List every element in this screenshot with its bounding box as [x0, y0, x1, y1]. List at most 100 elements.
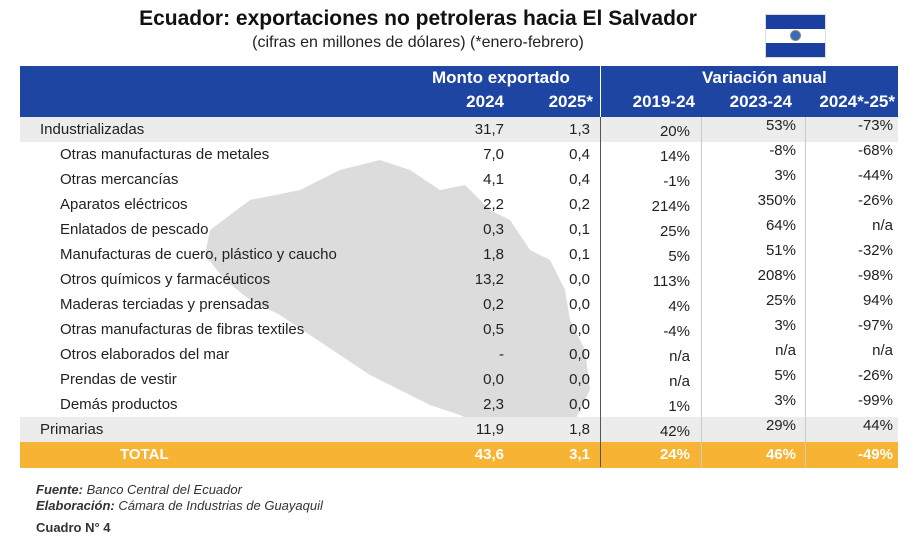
- row-2024: 0,5: [483, 321, 504, 338]
- row-2024-25: -68%: [857, 142, 893, 159]
- row-label: Primarias: [40, 421, 104, 438]
- row-label: Otras manufacturas de fibras textiles: [60, 321, 305, 338]
- row-2025: 0,0: [569, 371, 590, 388]
- row-2025: 0,4: [569, 146, 590, 163]
- table-row: Otros químicos y farmacéuticos 13,2 0,0 113…: [20, 267, 898, 292]
- row-2025: 0,0: [569, 396, 590, 413]
- row-2023-24: 350%: [757, 192, 796, 209]
- column-divider: [701, 117, 702, 467]
- table-header: Monto exportado Variación anual 2024 202…: [20, 66, 898, 117]
- row-2023-24: 64%: [765, 217, 796, 234]
- row-2023-24: 5%: [774, 367, 796, 384]
- exports-table: Monto exportado Variación anual 2024 202…: [20, 66, 898, 468]
- row-2024-25: 94%: [862, 292, 893, 309]
- row-2019-24: 4%: [668, 298, 690, 315]
- fuente-text: Banco Central del Ecuador: [82, 482, 242, 497]
- header-col-2023-24: 2023-24: [729, 92, 792, 111]
- elaboracion-text: Cámara de Industrias de Guayaquil: [114, 498, 323, 513]
- row-2024-25: -73%: [857, 117, 893, 134]
- row-2025: 0,4: [569, 171, 590, 188]
- row-2023-24: 29%: [765, 417, 796, 434]
- row-2024: 31,7: [474, 121, 504, 138]
- row-2019-24: n/a: [669, 348, 690, 365]
- table-row: Industrializadas 31,7 1,3 20% 53% -73%: [20, 117, 898, 142]
- row-2019-24: 42%: [659, 423, 690, 440]
- row-2019-24: 113%: [652, 273, 690, 290]
- title-block: Ecuador: exportaciones no petroleras hac…: [0, 6, 916, 54]
- row-2024: 0,0: [483, 371, 504, 388]
- row-2019-24: -4%: [663, 323, 690, 340]
- row-2024: 2,2: [483, 196, 504, 213]
- header-col-2024: 2024: [466, 92, 504, 111]
- source-notes: Fuente: Banco Central del Ecuador Elabor…: [36, 482, 323, 514]
- row-2023-24: 208%: [757, 267, 796, 284]
- row-2025: 1,8: [569, 421, 590, 438]
- el-salvador-map-watermark: [205, 160, 590, 440]
- row-2024-25: -97%: [857, 317, 893, 334]
- row-2024: 0,3: [483, 221, 504, 238]
- row-2019-24: 5%: [668, 248, 690, 265]
- el-salvador-flag-icon: [765, 14, 826, 58]
- row-2024-25: -98%: [857, 267, 893, 284]
- row-label: Otros químicos y farmacéuticos: [60, 271, 271, 288]
- table-row: Prendas de vestir 0,0 0,0 n/a 5% -26%: [20, 367, 898, 392]
- row-2024: 2,3: [483, 396, 504, 413]
- row-label: Demás productos: [60, 396, 178, 413]
- fuente-label: Fuente:: [36, 482, 83, 497]
- elaboracion-label: Elaboración:: [36, 498, 115, 513]
- row-2025: 1,3: [569, 121, 590, 138]
- table-row: Manufacturas de cuero, plástico y caucho…: [20, 242, 898, 267]
- header-monto-exportado: Monto exportado: [432, 68, 570, 87]
- total-label: TOTAL: [120, 446, 169, 463]
- row-2019-24: 14%: [659, 148, 690, 165]
- table-row: Enlatados de pescado 0,3 0,1 25% 64% n/a: [20, 217, 898, 242]
- total-row: TOTAL 43,6 3,1 24% 46% -49%: [20, 442, 898, 468]
- row-2024-25: -26%: [857, 192, 893, 209]
- row-2025: 0,1: [569, 221, 590, 238]
- total-2025: 3,1: [569, 446, 590, 463]
- row-2023-24: 3%: [774, 392, 796, 409]
- row-label: Otras manufacturas de metales: [60, 146, 270, 163]
- table-row: Otras mercancías 4,1 0,4 -1% 3% -44%: [20, 167, 898, 192]
- table-row: Primarias 11,9 1,8 42% 29% 44%: [20, 417, 898, 442]
- row-2019-24: n/a: [669, 373, 690, 390]
- row-2025: 0,0: [569, 296, 590, 313]
- row-label: Enlatados de pescado: [60, 221, 209, 238]
- row-2025: 0,2: [569, 196, 590, 213]
- row-2024: 11,9: [475, 421, 504, 438]
- table-body: Industrializadas 31,7 1,3 20% 53% -73% Otras m…: [20, 117, 898, 442]
- row-label: Maderas terciadas y prensadas: [60, 296, 270, 313]
- total-2024-25: -49%: [857, 446, 893, 463]
- row-2024: 1,8: [483, 246, 504, 263]
- row-label: Prendas de vestir: [60, 371, 177, 388]
- row-2023-24: 25%: [765, 292, 796, 309]
- row-label: Aparatos eléctricos: [60, 196, 188, 213]
- row-2023-24: 3%: [774, 317, 796, 334]
- page-title: Ecuador: exportaciones no petroleras hac…: [139, 7, 697, 30]
- column-divider: [805, 117, 806, 467]
- row-2023-24: -8%: [769, 142, 796, 159]
- header-variacion-anual: Variación anual: [702, 68, 827, 87]
- row-2023-24: n/a: [775, 342, 796, 359]
- row-2024-25: n/a: [872, 217, 893, 234]
- table-row: Aparatos eléctricos 2,2 0,2 214% 350% -26%: [20, 192, 898, 217]
- row-2019-24: 20%: [659, 123, 690, 140]
- row-2019-24: 1%: [668, 398, 690, 415]
- row-2023-24: 51%: [765, 242, 796, 259]
- row-2024-25: -44%: [857, 167, 893, 184]
- row-2024-25: 44%: [862, 417, 893, 434]
- header-col-2025: 2025*: [548, 92, 593, 111]
- total-2024: 43,6: [474, 446, 504, 463]
- table-row: Otras manufacturas de metales 7,0 0,4 14% -8…: [20, 142, 898, 167]
- row-label: Otros elaborados del mar: [60, 346, 230, 363]
- row-2024-25: -99%: [857, 392, 893, 409]
- total-2023-24: 46%: [765, 446, 796, 463]
- row-label: Manufacturas de cuero, plástico y caucho: [60, 246, 337, 263]
- table-row: Demás productos 2,3 0,0 1% 3% -99%: [20, 392, 898, 417]
- row-2019-24: -1%: [663, 173, 690, 190]
- header-col-2024-25: 2024*-25*: [819, 92, 895, 111]
- row-2025: 0,0: [569, 271, 590, 288]
- row-2024: -: [499, 346, 504, 363]
- total-2019-24: 24%: [659, 446, 690, 463]
- table-row: Otros elaborados del mar - 0,0 n/a n/a n/a: [20, 342, 898, 367]
